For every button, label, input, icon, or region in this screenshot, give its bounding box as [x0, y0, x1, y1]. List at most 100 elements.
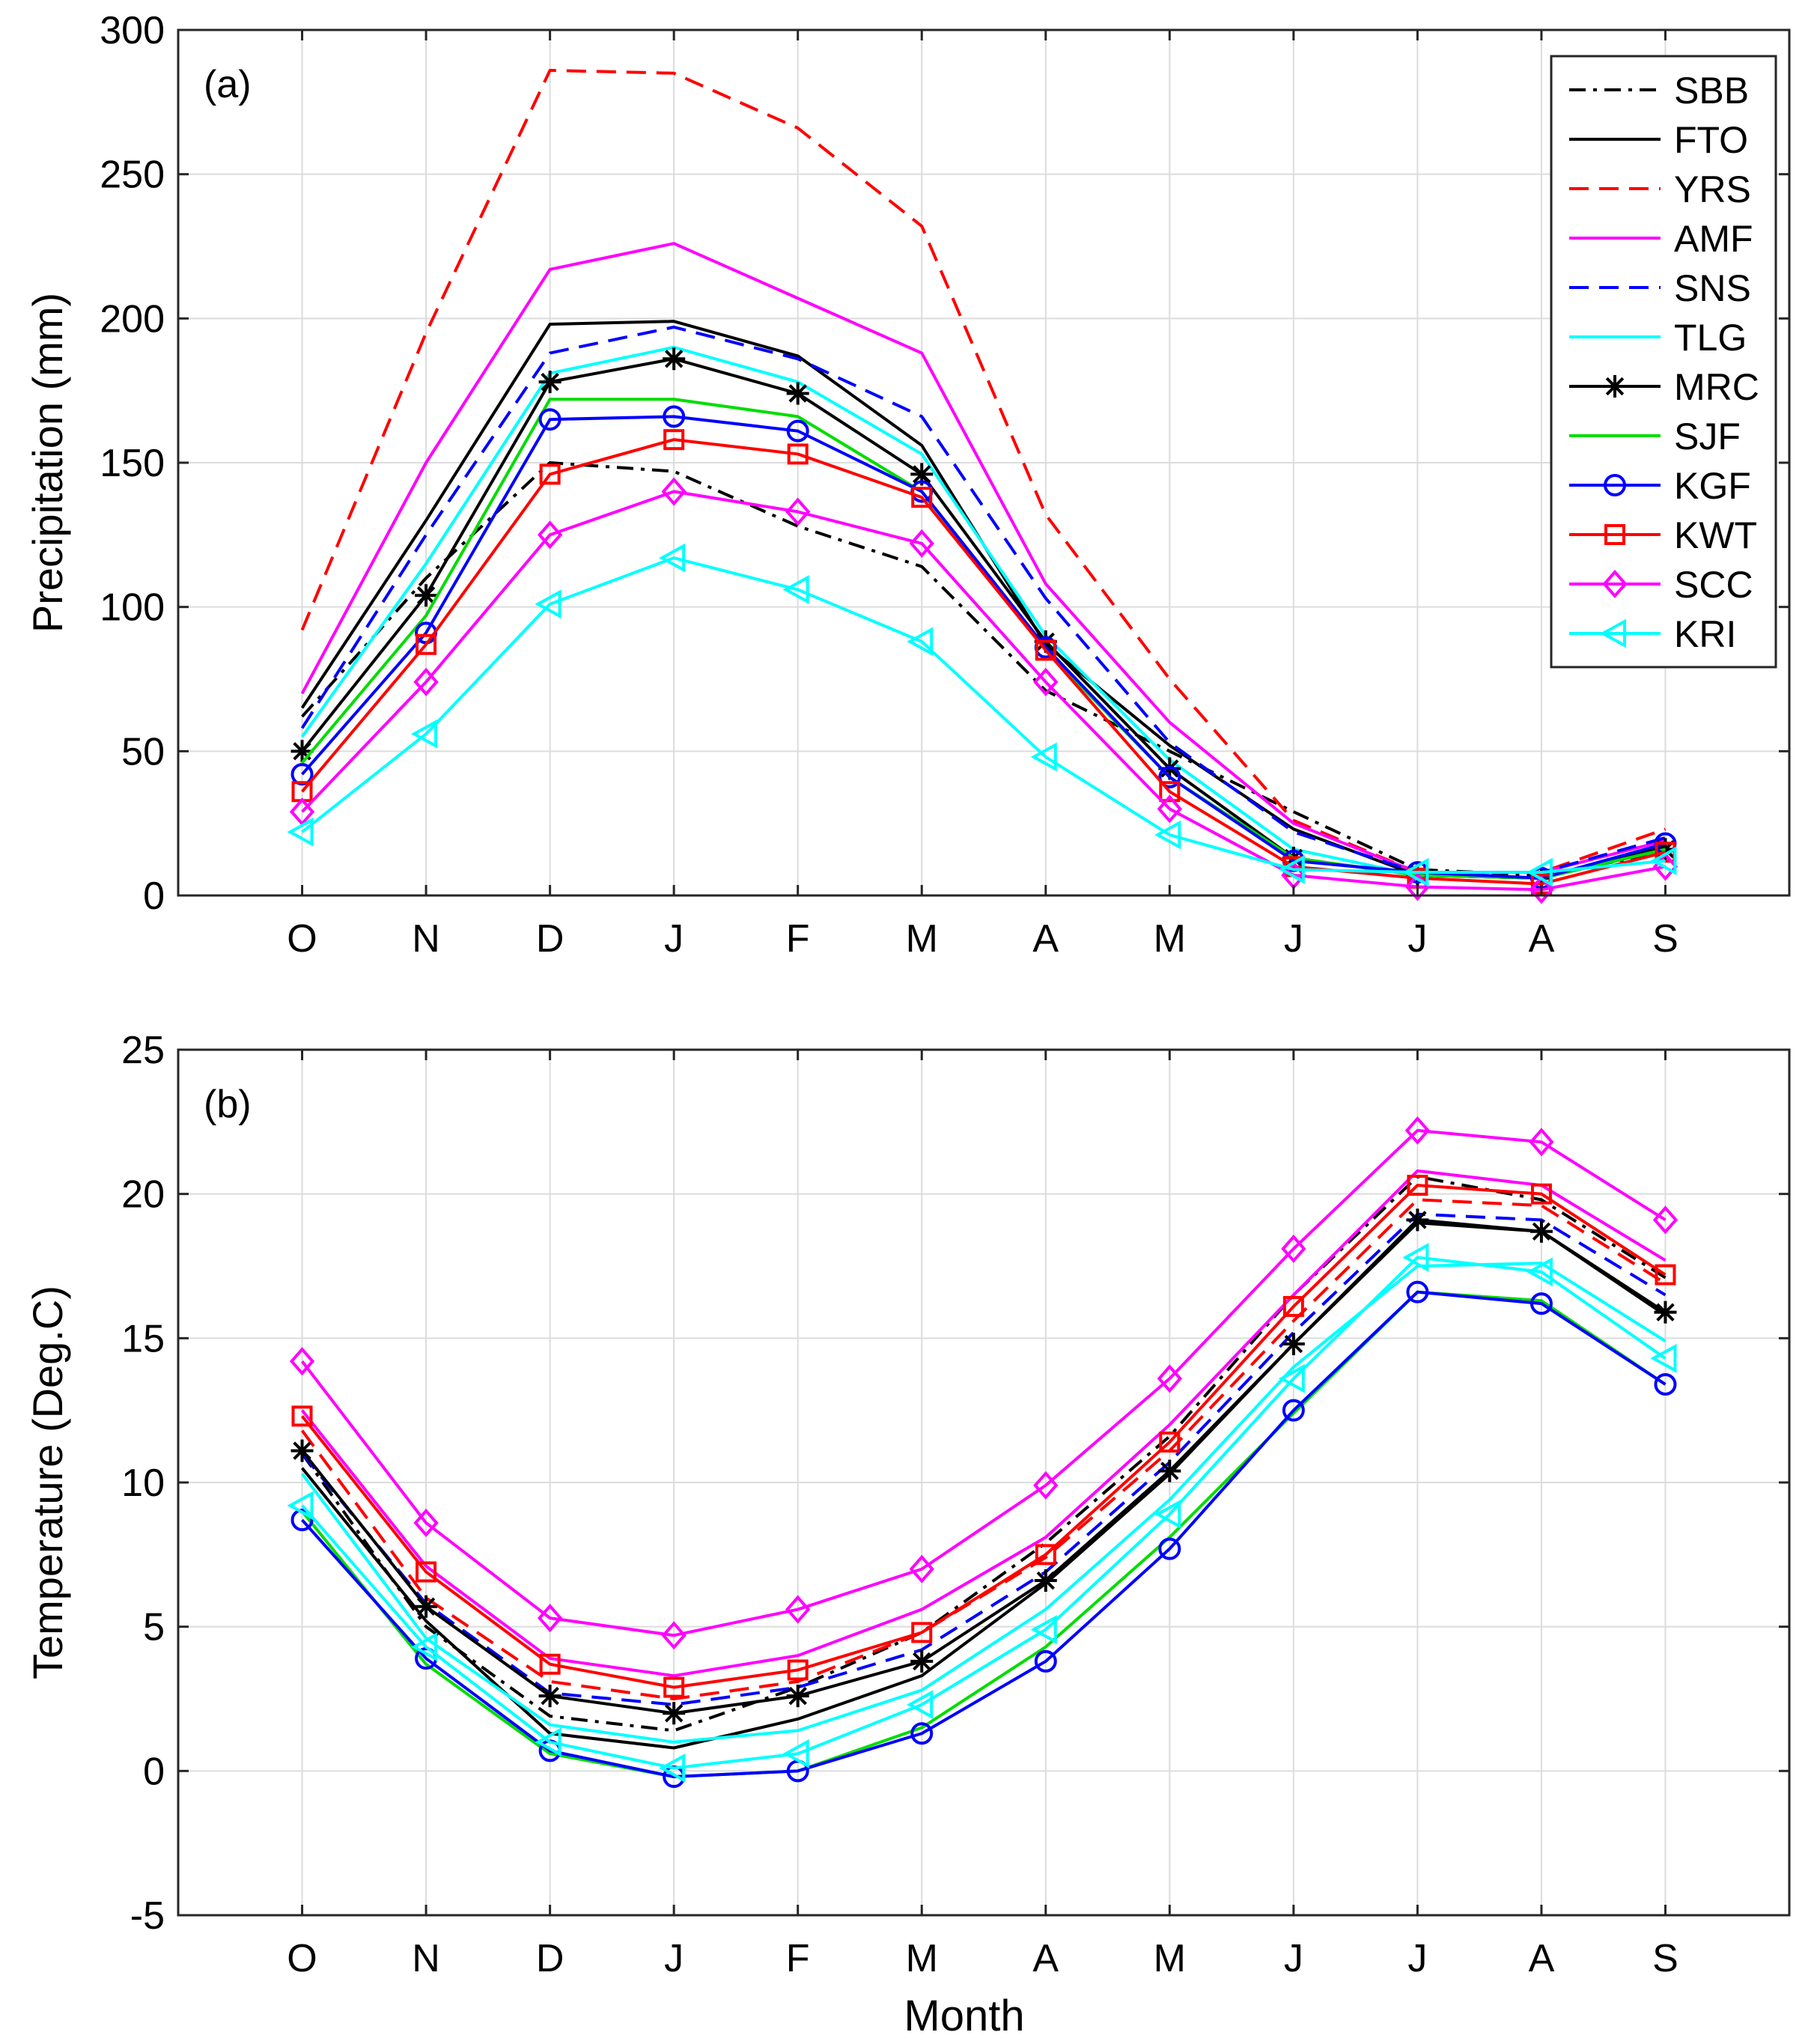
precip-xtick-label: S: [1652, 917, 1678, 961]
temp-point-kgf: [1406, 1280, 1429, 1304]
precip-series-line-scc: [301, 490, 1666, 892]
temp-point-mrc: [1406, 1208, 1429, 1232]
temp-point-scc: [289, 1347, 315, 1376]
precip-point-kwt: [1159, 781, 1181, 803]
precip-xtick-label: A: [1032, 917, 1059, 961]
temp-point-kgf: [910, 1722, 934, 1745]
precip-point-kwt: [663, 429, 685, 451]
temp-series-line-fto: [300, 1221, 1667, 1750]
legend-label-sbb: SBB: [1674, 70, 1749, 112]
precip-point-kri: [1402, 857, 1429, 887]
temp-xtick-label: O: [287, 1937, 317, 1980]
temp-xtick-label: F: [786, 1937, 810, 1980]
legend-label-fto: FTO: [1674, 119, 1748, 161]
temp-point-kwt: [1407, 1175, 1428, 1196]
temp-point-kri: [1526, 1257, 1553, 1287]
precip-point-mrc: [415, 584, 438, 607]
legend: SBB FTO YRS AMF SNS TLG MRC SJF KGF KWT SCC KRI: [1550, 55, 1777, 669]
precip-xtick-label: O: [287, 917, 317, 961]
temp-point-mrc: [1282, 1333, 1305, 1356]
temp-series-line-scc: [300, 1128, 1667, 1637]
temp-point-kwt: [1282, 1295, 1304, 1317]
temp-series-line-kgf: [301, 1290, 1667, 1779]
temp-point-scc: [1652, 1205, 1678, 1235]
temp-point-kwt: [787, 1659, 809, 1681]
precip-point-scc: [537, 520, 563, 550]
precip-point-kgf: [1158, 766, 1181, 789]
precip-xtick-label: J: [1407, 917, 1427, 961]
temp-point-kwt: [1035, 1544, 1056, 1566]
legend-marker-kri: [1599, 618, 1626, 648]
precip-point-kri: [1650, 846, 1677, 876]
temp-xtick-label: J: [1407, 1937, 1427, 1980]
temp-point-kwt: [1159, 1432, 1181, 1453]
precip-point-scc: [1529, 875, 1554, 904]
precip-point-kwt: [539, 463, 561, 485]
precip-xtick-label: D: [536, 917, 564, 961]
temp-point-mrc: [415, 1595, 438, 1618]
precip-series-line-kri: [301, 556, 1666, 875]
legend-label-scc: SCC: [1674, 564, 1753, 606]
precip-point-kwt: [1035, 639, 1056, 661]
precip-ytick-label: 50: [121, 730, 165, 773]
legend-label-mrc: MRC: [1674, 366, 1759, 408]
temp-xtick-label: J: [664, 1937, 684, 1980]
temp-point-scc: [537, 1604, 563, 1633]
legend-item-sjf: SJF: [1569, 416, 1741, 457]
temp-series-line-tlg: [300, 1262, 1667, 1744]
temp-point-kri: [1650, 1343, 1677, 1373]
temp-series-line-kri: [301, 1256, 1667, 1770]
temp-point-kri: [287, 1491, 314, 1521]
temp-panel-label: (b): [204, 1083, 252, 1126]
precip-point-kri: [287, 817, 314, 847]
legend-marker-kwt: [1604, 524, 1625, 545]
precip-xtick-label: J: [664, 917, 684, 961]
temp-xtick-label: S: [1652, 1937, 1678, 1980]
temp-point-scc: [661, 1621, 687, 1650]
precip-ytick-label: 0: [143, 875, 165, 918]
temp-point-kwt: [663, 1676, 685, 1698]
precip-point-kwt: [911, 487, 933, 508]
temp-series-line-sns: [300, 1212, 1667, 1706]
temp-point-mrc: [1034, 1569, 1057, 1593]
precip-xtick-label: M: [906, 917, 938, 961]
temp-point-kwt: [1655, 1264, 1676, 1286]
legend-marker-mrc: [1604, 375, 1626, 398]
legend-label-kgf: KGF: [1674, 465, 1751, 507]
legend-label-tlg: TLG: [1674, 317, 1747, 359]
precip-point-kgf: [663, 405, 686, 428]
temp-xtick-label: M: [906, 1937, 938, 1980]
legend-item-sns: SNS: [1569, 267, 1751, 309]
temp-point-scc: [1033, 1470, 1059, 1500]
temp-point-kwt: [291, 1405, 313, 1427]
precip-panel-label: (a): [204, 63, 252, 106]
temp-point-scc: [785, 1595, 811, 1624]
temp-xtick-label: J: [1284, 1937, 1303, 1980]
precip-point-kri: [1526, 857, 1553, 887]
legend-label-sns: SNS: [1674, 267, 1751, 309]
temp-series-line-mrc: [300, 1218, 1667, 1715]
legend-marker-kgf: [1604, 474, 1626, 496]
temp-point-kri: [410, 1632, 438, 1662]
temp-point-kri: [659, 1753, 686, 1783]
temp-point-kwt: [911, 1622, 933, 1643]
temp-point-mrc: [1654, 1301, 1677, 1324]
legend-label-yrs: YRS: [1674, 168, 1751, 210]
precip-point-kri: [535, 589, 561, 619]
temp-point-mrc: [786, 1685, 809, 1708]
legend-marker-scc: [1602, 569, 1628, 599]
temp-ytick-label: -5: [130, 1894, 165, 1938]
precip-ytick-label: 250: [100, 153, 165, 197]
precip-point-kri: [907, 627, 934, 657]
legend-item-amf: AMF: [1569, 218, 1753, 260]
temp-ytick-label: 25: [121, 1029, 165, 1072]
precip-xtick-label: M: [1154, 917, 1186, 961]
temp-ytick-label: 20: [121, 1173, 165, 1217]
precip-xtick-label: F: [786, 917, 810, 961]
precip-point-scc: [909, 529, 934, 558]
temp-point-scc: [1404, 1116, 1431, 1145]
temp-point-kgf: [290, 1509, 314, 1532]
temp-point-scc: [413, 1508, 439, 1537]
temp-xtick-label: D: [536, 1937, 564, 1980]
